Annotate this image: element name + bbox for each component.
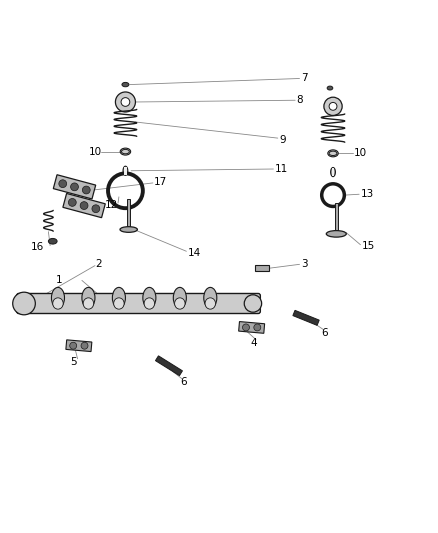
Text: 6: 6	[180, 377, 187, 387]
Circle shape	[254, 324, 261, 331]
Ellipse shape	[48, 238, 57, 244]
Ellipse shape	[331, 167, 336, 176]
Bar	[332, 168, 334, 176]
Text: 10: 10	[354, 148, 367, 158]
Text: 9: 9	[279, 135, 286, 145]
Bar	[127, 199, 130, 228]
Ellipse shape	[120, 227, 138, 232]
Polygon shape	[254, 265, 268, 271]
Polygon shape	[66, 340, 92, 352]
Circle shape	[116, 92, 135, 112]
Text: 13: 13	[360, 189, 374, 199]
Text: 15: 15	[362, 240, 375, 251]
Circle shape	[82, 186, 90, 194]
Text: 8: 8	[297, 95, 303, 105]
Polygon shape	[53, 175, 95, 199]
Polygon shape	[155, 356, 183, 376]
Ellipse shape	[143, 287, 156, 308]
Circle shape	[59, 180, 67, 188]
Text: 4: 4	[251, 338, 257, 348]
Text: 6: 6	[322, 328, 328, 337]
Polygon shape	[63, 193, 105, 217]
Ellipse shape	[175, 298, 185, 309]
Ellipse shape	[144, 298, 155, 309]
Text: 16: 16	[31, 242, 44, 252]
Text: 3: 3	[301, 260, 307, 269]
Circle shape	[71, 183, 78, 191]
Text: 14: 14	[187, 248, 201, 259]
Ellipse shape	[123, 166, 128, 175]
FancyBboxPatch shape	[17, 294, 260, 313]
Ellipse shape	[205, 298, 215, 309]
Ellipse shape	[120, 148, 131, 155]
Polygon shape	[239, 321, 265, 333]
Circle shape	[81, 342, 88, 349]
Ellipse shape	[113, 287, 125, 308]
Text: 11: 11	[275, 164, 288, 174]
Circle shape	[329, 102, 337, 110]
Text: 7: 7	[301, 74, 307, 84]
Text: 5: 5	[70, 357, 76, 367]
Ellipse shape	[328, 150, 338, 157]
Circle shape	[70, 342, 77, 349]
Circle shape	[324, 97, 342, 116]
Bar	[124, 167, 127, 175]
Ellipse shape	[326, 231, 346, 237]
Bar	[335, 203, 338, 232]
Ellipse shape	[173, 287, 186, 308]
Ellipse shape	[82, 287, 95, 308]
Circle shape	[80, 201, 88, 209]
Text: 12: 12	[105, 200, 118, 210]
Text: 1: 1	[56, 274, 63, 285]
Ellipse shape	[83, 298, 94, 309]
Circle shape	[13, 292, 35, 315]
Circle shape	[92, 205, 100, 213]
Ellipse shape	[204, 287, 217, 308]
Text: 2: 2	[95, 259, 102, 269]
Ellipse shape	[51, 287, 64, 308]
Circle shape	[68, 198, 76, 206]
Ellipse shape	[122, 83, 129, 87]
Text: 17: 17	[154, 177, 167, 187]
Polygon shape	[293, 310, 319, 325]
Ellipse shape	[114, 298, 124, 309]
Circle shape	[244, 295, 261, 312]
Circle shape	[243, 324, 250, 331]
Ellipse shape	[327, 86, 333, 90]
Text: 10: 10	[88, 147, 102, 157]
Circle shape	[121, 98, 130, 107]
Ellipse shape	[53, 298, 63, 309]
